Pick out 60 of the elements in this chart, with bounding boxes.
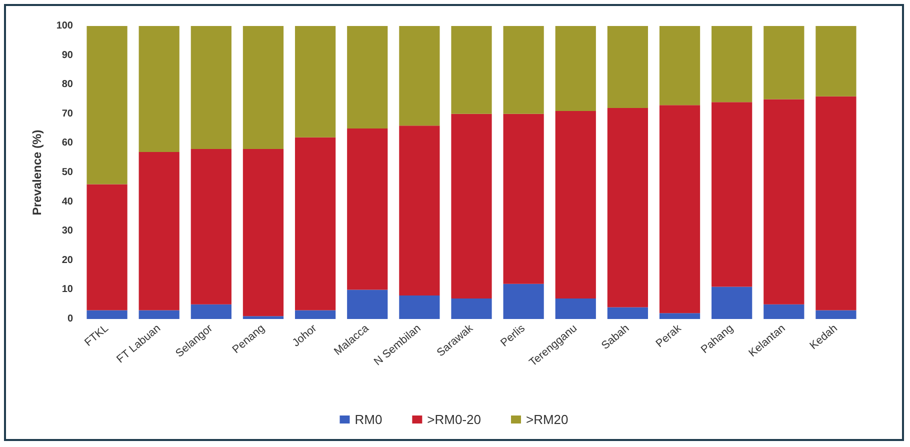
bar	[816, 310, 856, 319]
bar	[294, 26, 336, 138]
bar	[242, 149, 284, 316]
y-tick-label: 70	[62, 108, 74, 120]
bar	[399, 26, 440, 126]
bar	[451, 26, 492, 114]
bar	[764, 304, 804, 319]
bar	[242, 316, 284, 319]
bar	[86, 310, 128, 319]
y-tick-label: 10	[62, 284, 74, 296]
bar	[347, 26, 388, 129]
bar	[712, 286, 752, 319]
bar	[659, 313, 700, 319]
bar	[347, 128, 388, 290]
bar	[607, 108, 648, 308]
y-tick-label: 60	[62, 138, 74, 149]
y-tick-label: 50	[62, 167, 74, 178]
y-axis-title: Prevalence (%)	[30, 130, 44, 216]
bar	[555, 26, 596, 111]
bar	[242, 26, 284, 150]
y-tick-label: 0	[67, 314, 74, 324]
bar	[294, 137, 336, 310]
bar	[451, 298, 492, 319]
y-tick-label: 80	[62, 79, 74, 90]
bar	[503, 114, 544, 284]
legend-label: RM0	[354, 412, 382, 427]
bar	[503, 26, 544, 114]
bar	[816, 26, 856, 96]
bar	[399, 296, 440, 319]
bar	[451, 114, 492, 298]
bar	[659, 26, 700, 106]
bar	[86, 26, 128, 184]
bar	[607, 307, 648, 319]
bar	[712, 102, 752, 287]
bar	[712, 26, 752, 102]
bar	[86, 184, 128, 310]
bar	[347, 290, 388, 319]
bar	[138, 26, 180, 152]
bar	[138, 152, 180, 310]
bar	[190, 26, 232, 150]
bar	[138, 310, 180, 319]
y-tick-label: 20	[62, 254, 74, 266]
bar	[555, 298, 596, 319]
y-tick-label: 40	[62, 196, 74, 208]
y-tick-label: 100	[56, 20, 74, 32]
bar	[503, 284, 544, 319]
bar	[555, 110, 596, 298]
y-tick-label: 90	[62, 50, 74, 61]
bar	[659, 105, 700, 314]
legend-label: >RM0-20	[427, 412, 482, 427]
bar	[764, 99, 804, 304]
bar	[607, 26, 648, 108]
bar	[764, 26, 804, 100]
bar	[816, 96, 856, 310]
legend-label: >RM20	[526, 412, 568, 427]
bar	[190, 149, 232, 304]
bar	[399, 126, 440, 296]
bar	[190, 304, 232, 319]
bar	[294, 310, 336, 319]
y-tick-label: 30	[62, 226, 74, 237]
